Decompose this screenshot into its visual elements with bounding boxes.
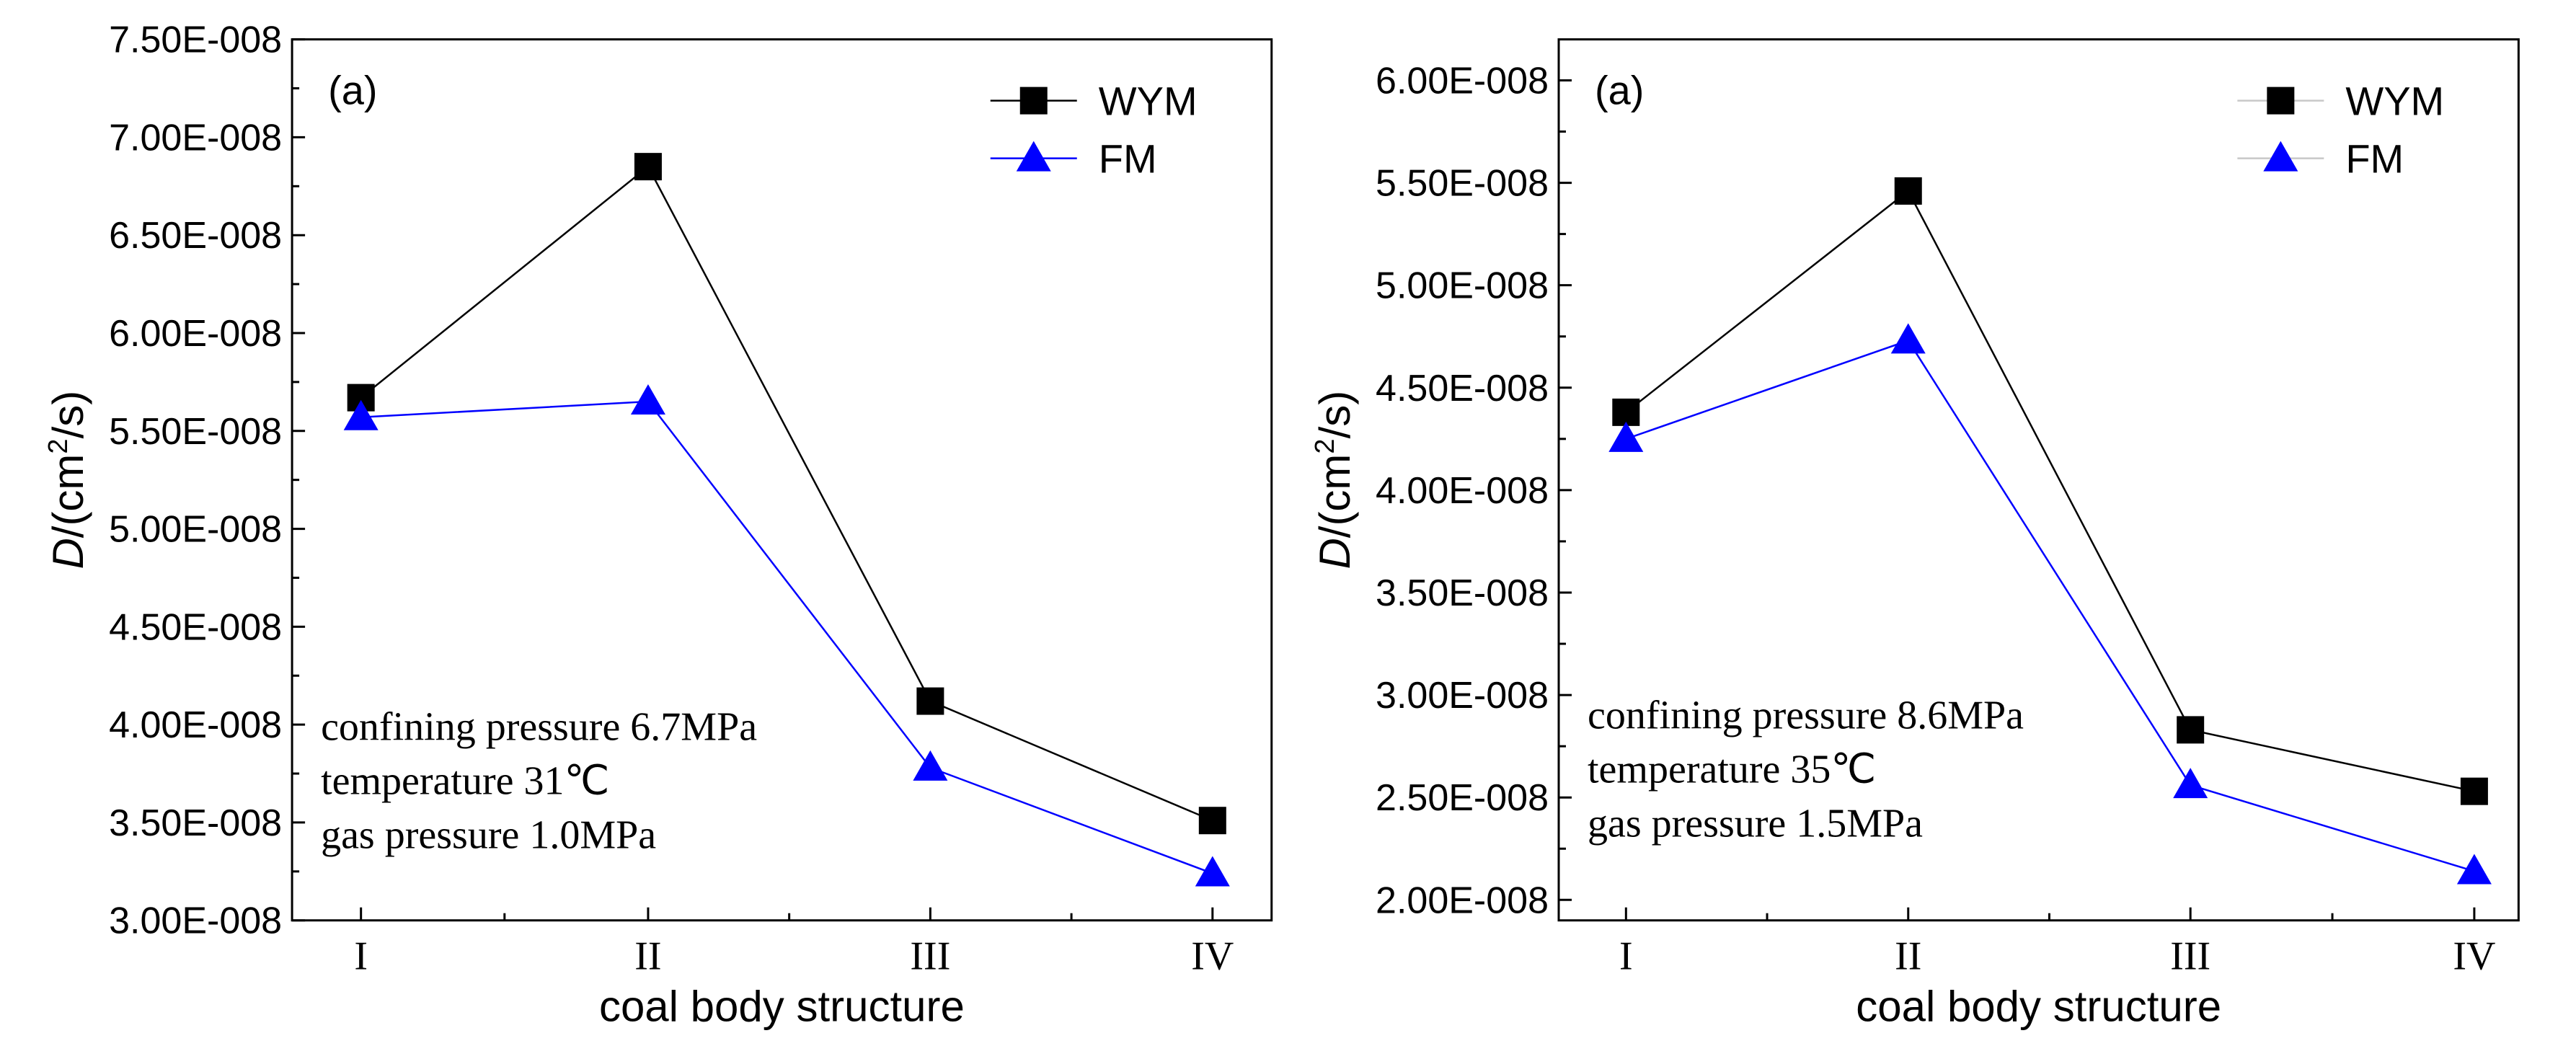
legend-marker-square [1019,87,1048,115]
data-point-wym [2460,777,2488,805]
y-tick-label: 4.50E-008 [1376,368,1549,409]
y-tick-label: 2.50E-008 [1376,777,1549,819]
legend-marker-square [2267,87,2295,115]
legend-marker-triangle [1016,141,1051,172]
panel-label: (a) [1595,68,1644,113]
y-tick-label: 4.50E-008 [109,606,282,648]
series-line-wym [1625,190,2475,792]
data-point-fm [2456,854,2492,885]
legend-label: WYM [2345,79,2444,124]
y-tick-label: 7.00E-008 [109,117,282,159]
data-point-fm [630,384,665,415]
x-tick-label: I [1619,934,1633,979]
data-point-wym [1612,398,1640,426]
x-tick-label: III [910,934,950,979]
data-point-fm [1195,856,1230,887]
annotation-text: confining pressure 6.7MPa [321,704,757,749]
y-tick-label: 3.50E-008 [1376,572,1549,614]
data-point-wym [634,153,662,181]
y-tick-label: 6.00E-008 [1376,60,1549,102]
series-line-fm [360,400,1213,874]
panel-label: (a) [328,68,377,113]
legend-label: WYM [1099,79,1198,124]
y-tick-label: 3.00E-008 [109,900,282,942]
data-point-fm [2173,768,2208,799]
x-tick-label: II [634,934,661,979]
x-tick-label: IV [2453,934,2495,979]
annotation-text: gas pressure 1.0MPa [321,812,656,857]
y-tick-label: 3.50E-008 [109,802,282,844]
y-axis-title: D/(cm2/s) [43,391,92,570]
x-tick-label: I [354,934,368,979]
y-tick-label: 6.00E-008 [109,313,282,355]
data-point-wym [2177,716,2205,744]
y-tick-label: 5.50E-008 [1376,163,1549,205]
series-line-fm [1625,339,2475,872]
y-tick-label: 3.00E-008 [1376,675,1549,717]
y-tick-label: 5.50E-008 [109,411,282,453]
chart-panel-right: 2.00E-008 2.50E-008 3.00E-008 3.50E-008 4.00… [1310,38,2520,1031]
y-axis-title: D/(cm2/s) [1310,391,1359,570]
y-tick-label: 4.00E-008 [109,704,282,746]
data-point-fm [1608,421,1644,452]
x-tick-label: IV [1191,934,1234,979]
data-point-fm [343,399,379,430]
legend-label: FM [2345,136,2404,182]
x-axis-title: coal body structure [599,983,965,1031]
y-tick-label: 4.00E-008 [1376,470,1549,512]
annotation-text: temperature 31℃ [321,758,609,803]
plot-frame [1557,38,2520,922]
data-point-wym [1894,177,1922,205]
annotation-text: confining pressure 8.6MPa [1588,693,2024,737]
x-tick-label: II [1895,934,1921,979]
annotation-text: gas pressure 1.5MPa [1588,801,1923,846]
data-point-fm [1890,323,1926,354]
y-tick-label: 5.00E-008 [1376,265,1549,307]
annotation-text: temperature 35℃ [1588,747,1876,792]
y-tick-label: 7.50E-008 [109,19,282,61]
x-axis-title: coal body structure [1856,983,2221,1031]
data-point-wym [916,687,944,715]
series-line-wym [360,165,1213,822]
chart-panel-left: 3.00E-008 3.50E-008 4.00E-008 4.50E-008 5.00… [43,19,1273,1031]
legend-marker-triangle [2263,141,2298,172]
y-tick-label: 6.50E-008 [109,215,282,257]
legend-label: FM [1099,136,1157,182]
data-point-wym [1198,807,1226,835]
x-tick-label: III [2170,934,2210,979]
y-tick-label: 5.00E-008 [109,509,282,551]
data-point-fm [913,750,948,781]
y-tick-label: 2.00E-008 [1376,879,1549,921]
